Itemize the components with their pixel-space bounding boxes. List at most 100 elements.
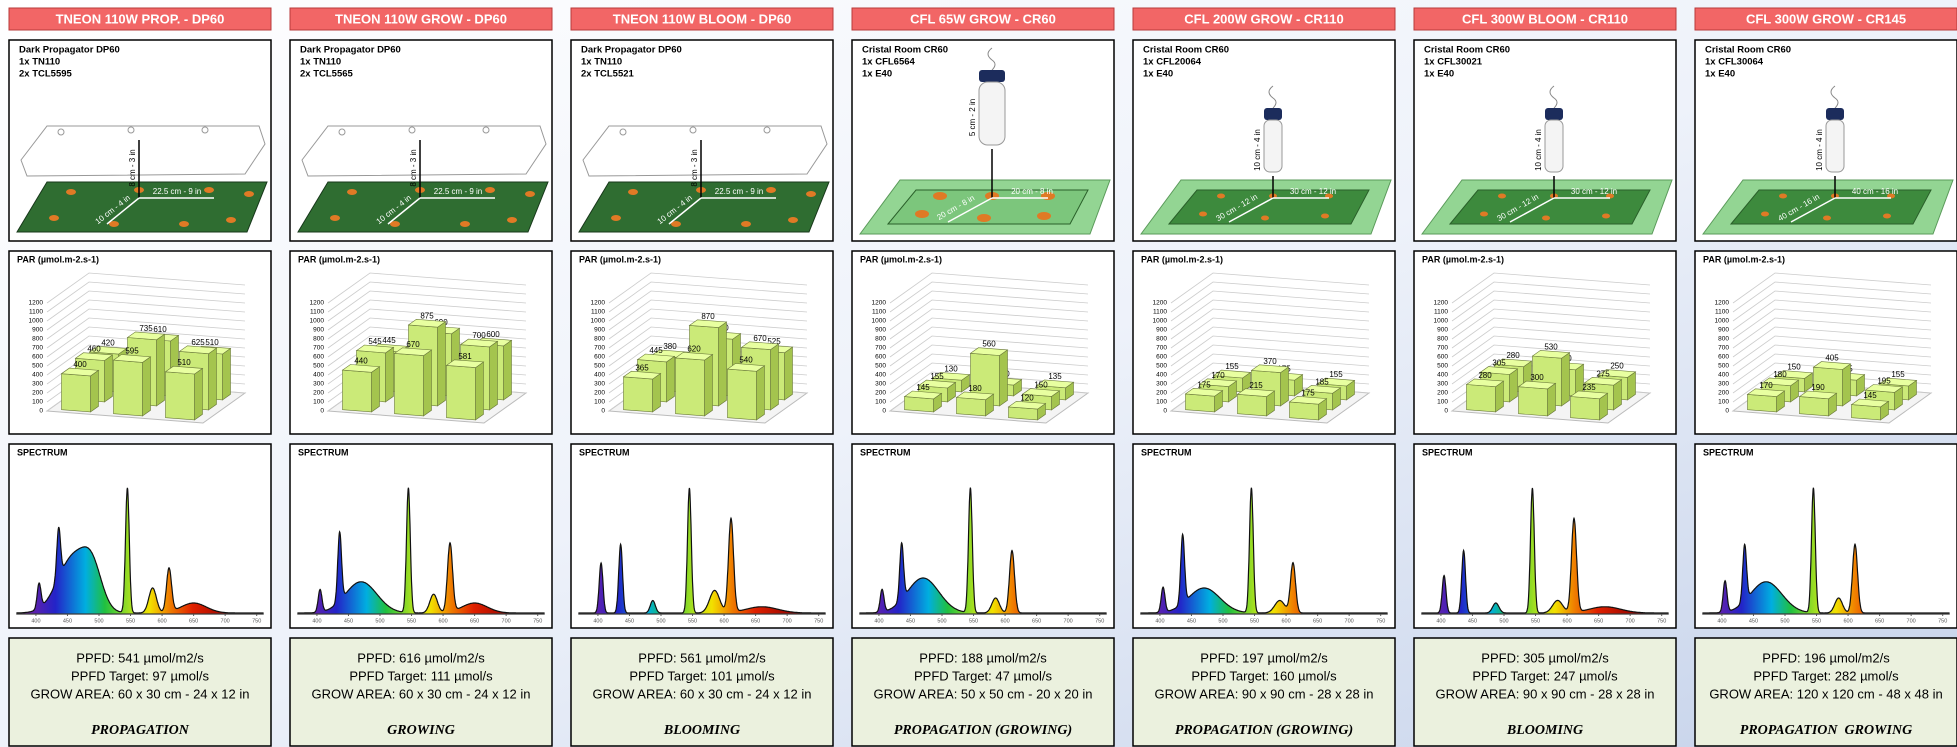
grid-line [889,344,1089,376]
y-tick-label: 1200 [872,300,887,307]
y-tick-label: 1100 [1153,309,1167,316]
spectrum-panel [570,443,834,629]
data-label: 235 [1582,383,1596,392]
x-tick-label: 400 [312,618,321,624]
spectrum-title: SPECTRUM [1141,447,1192,457]
info-line: PPFD: 188 µmol/m2/s [919,650,1047,665]
y-tick-label: 0 [39,408,43,415]
setup-line: 1x CFL30021 [1424,57,1483,68]
bar-top [1517,380,1557,390]
plant-spot [507,217,517,223]
plant-spot [671,221,681,227]
fixture-hook [482,126,490,134]
y-tick-label: 1200 [310,300,325,307]
bar-top [1774,370,1814,379]
x-tick-label: 600 [719,618,728,624]
dimension-line [947,197,993,223]
lamp-cord [1268,85,1277,109]
data-label: 250 [1610,362,1624,371]
plant-spot [49,215,59,221]
grow-board-inner [1448,189,1651,225]
bar-top [445,359,485,368]
bar-top [407,318,447,328]
dimension-line [1509,197,1555,223]
grid-line [327,326,527,358]
par-title: PAR (µmol.m-2.s-1) [1141,254,1223,264]
x-tick-label: 450 [1468,618,1477,624]
bar-side [666,355,675,403]
info-line: PPFD Target: 247 µmol/s [1472,668,1618,683]
grid-line [327,272,527,304]
plant-spot [179,221,189,227]
fixture-hook [408,126,416,134]
dimension-line [106,197,140,225]
dimension-line [668,197,702,225]
data-label: 445 [649,346,663,355]
x-tick-label: 600 [1843,618,1852,624]
dimension-line [387,197,421,225]
y-tick-label: 600 [1437,354,1448,361]
y-tick-label: 400 [313,372,324,379]
info-line: PPFD: 541 µmol/m2/s [76,650,204,665]
x-tick-label: 500 [375,618,384,624]
data-label: 610 [153,325,167,334]
bar-front [61,373,91,413]
bar-side [652,372,661,413]
data-label: 620 [687,344,701,353]
y-tick-label: 100 [875,399,886,406]
y-tick-label: 0 [320,408,324,415]
grid-line [1170,272,1370,304]
y-tick-label: 100 [1718,399,1729,406]
data-label: 155 [1225,362,1239,371]
y-tick-label: 600 [594,354,605,361]
info-line: PPFD: 561 µmol/m2/s [638,650,766,665]
grid-line [327,308,527,340]
bar-side [1842,363,1851,407]
setup-line: 2x TCL5595 [19,69,73,80]
y-tick-label: 300 [1156,381,1167,388]
y-tick-label: 1100 [591,309,605,316]
bar-top [726,363,766,372]
data-label: 420 [101,338,115,347]
grid-line [1170,335,1370,367]
spectrum-title: SPECTRUM [860,447,911,457]
x-tick-label: 650 [470,618,479,624]
lamp-bulb [1825,119,1845,173]
data-label: 540 [739,356,753,365]
plant-spot [1779,193,1787,199]
grow-board-inner [1167,189,1370,225]
spectrum-panel [8,443,272,629]
y-tick-label: 1000 [1434,318,1449,325]
data-label: 155 [1329,370,1343,379]
dimension-label: 8 cm - 3 in [409,149,418,186]
fixture [582,125,828,177]
setup-line: 2x TCL5565 [300,69,354,80]
x-tick-label: 600 [438,618,447,624]
grid-line [1732,326,1932,358]
x-tick-label: 500 [1499,618,1508,624]
setup-line: 1x E40 [1705,69,1735,80]
usage-label: BLOOMING [663,723,740,738]
x-tick-label: 700 [1626,618,1635,624]
spectrum-curve [1140,487,1388,615]
data-label: 180 [1773,370,1787,379]
bar-top [1798,390,1838,400]
x-tick-label: 650 [751,618,760,624]
x-tick-label: 400 [1436,618,1445,624]
x-tick-label: 750 [1095,618,1104,624]
data-label: 735 [139,324,153,333]
y-tick-label: 800 [1156,336,1167,343]
grid-line [1451,344,1651,376]
grid-line [608,308,808,340]
x-tick-label: 750 [252,618,261,624]
grid-line [327,290,527,322]
data-label: 400 [73,360,87,369]
dimension-label: 10 cm - 4 in [1815,129,1824,171]
grid-line [608,317,808,349]
y-tick-label: 600 [1718,354,1729,361]
bar-side [784,346,793,401]
usage-label: PROPAGATION (GROWING) [894,723,1072,738]
bar-top [1493,358,1533,368]
bar-top [1035,379,1075,389]
dimension-line [1790,197,1836,223]
